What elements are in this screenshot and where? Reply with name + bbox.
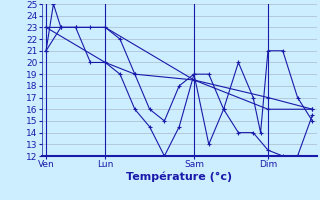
X-axis label: Température (°c): Température (°c) xyxy=(126,172,232,182)
